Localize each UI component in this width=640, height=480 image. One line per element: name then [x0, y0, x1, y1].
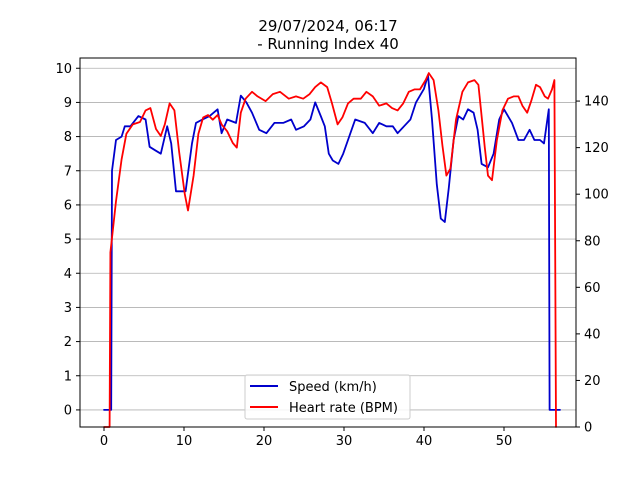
x-axis: 0 10 20 30 40 50: [100, 427, 512, 449]
y-left-tick-label: 3: [64, 301, 72, 316]
x-tick-label: 50: [496, 434, 513, 449]
x-tick-label: 20: [256, 434, 273, 449]
y-axis-right: 0 20 40 60 80 100 120 140: [576, 95, 609, 436]
y-left-tick-label: 2: [64, 335, 72, 350]
legend-label-heart-rate: Heart rate (BPM): [289, 401, 398, 416]
y-right-tick-label: 120: [584, 141, 609, 156]
y-left-tick-label: 10: [55, 62, 72, 77]
chart-title: 29/07/2024, 06:17: [258, 17, 397, 35]
y-right-tick-label: 0: [584, 421, 592, 436]
x-tick-label: 40: [416, 434, 433, 449]
y-right-tick-label: 80: [584, 234, 601, 249]
y-left-tick-label: 7: [64, 164, 72, 179]
legend-box: [244, 374, 411, 420]
series-lines: [103, 72, 561, 428]
y-left-tick-label: 9: [64, 96, 72, 111]
y-right-tick-label: 140: [584, 95, 609, 110]
y-left-tick-label: 6: [64, 198, 72, 213]
legend: Speed (km/h) Heart rate (BPM): [244, 374, 411, 420]
plot-frame: [79, 57, 577, 428]
y-left-tick-label: 5: [64, 233, 72, 248]
y-right-tick-label: 20: [584, 374, 601, 389]
y-right-tick-label: 40: [584, 327, 601, 342]
y-left-tick-label: 8: [64, 130, 72, 145]
y-left-tick-label: 4: [64, 267, 72, 282]
y-left-tick-label: 0: [64, 403, 72, 418]
y-axis-left: 0 1 2 3 4 5 6 7 8 9 10: [55, 62, 80, 418]
x-tick-label: 0: [100, 434, 108, 449]
heart-rate-line: [103, 72, 557, 428]
chart-subtitle: - Running Index 40: [257, 35, 399, 53]
speed-line: [103, 74, 561, 411]
x-tick-label: 10: [176, 434, 193, 449]
y-right-tick-label: 60: [584, 281, 601, 296]
legend-label-speed: Speed (km/h): [289, 380, 377, 395]
x-tick-label: 30: [336, 434, 353, 449]
y-left-tick-label: 1: [64, 369, 72, 384]
y-right-tick-label: 100: [584, 188, 609, 203]
